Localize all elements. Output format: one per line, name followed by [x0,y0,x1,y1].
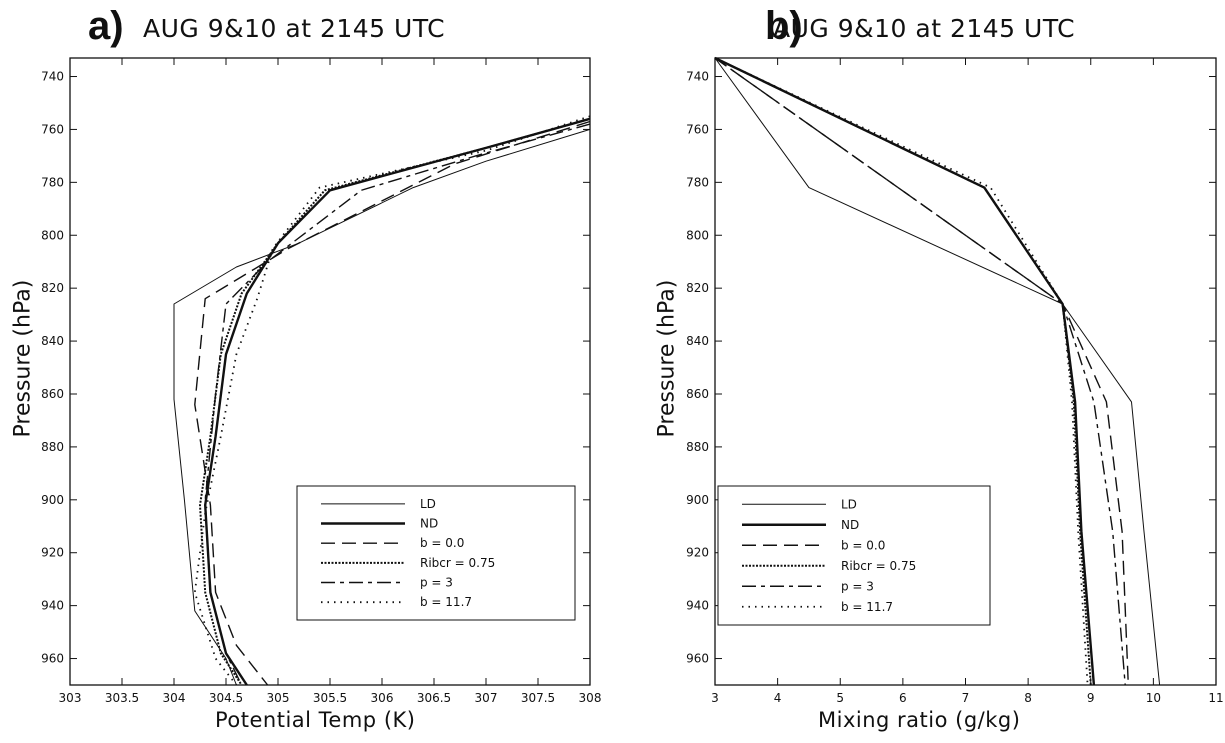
legend-label: b = 11.7 [420,595,472,609]
series-line-ld [714,57,1161,686]
x-tick-label: 7 [962,691,970,705]
series-line-b-11-7 [193,115,591,686]
y-tick-label: 940 [41,599,64,613]
x-tick-label: 303 [59,691,82,705]
x-tick-label: 4 [774,691,782,705]
y-tick-label: 960 [41,652,64,666]
y-tick-label: 780 [41,175,64,189]
y-tick-label: 740 [41,70,64,84]
legend: LD ND b = 0.0 Ribcr = 0.75 p = 3 b = 11.7 [717,485,991,626]
y-tick-label: 840 [686,334,709,348]
x-tick-label: 304 [163,691,186,705]
panel-b: b) AUG 9&10 at 2145 UTC Pressure (hPa) M… [613,0,1225,743]
legend-label: LD [841,497,857,511]
legend-box [296,485,576,621]
y-tick-label: 820 [686,281,709,295]
y-tick-label: 800 [41,228,64,242]
x-tick-label: 305.5 [313,691,347,705]
x-tick-label: 6 [899,691,907,705]
x-tick-label: 304.5 [209,691,243,705]
y-tick-label: 920 [686,546,709,560]
y-tick-label: 960 [686,652,709,666]
y-tick-label: 760 [41,122,64,136]
legend-label: b = 0.0 [420,536,464,550]
legend-label: ND [420,517,438,531]
y-tick-label: 760 [686,122,709,136]
series-line-ribcr-0-75 [199,117,591,686]
y-tick-label: 800 [686,228,709,242]
series-line-ld [173,128,591,686]
panel-a: a) AUG 9&10 at 2145 UTC Pressure (hPa) P… [0,0,612,743]
legend-label: LD [420,497,436,511]
x-tick-label: 307 [475,691,498,705]
y-tick-label: 820 [41,281,64,295]
chart-plot-area: 3 4 5 6 7 8 9 10 11 740 760 780 800 820 840 860 880 900 92… [686,56,1224,705]
x-tick-label: 9 [1087,691,1095,705]
y-tick-label: 780 [686,175,709,189]
y-tick-label: 920 [41,546,64,560]
y-tick-label: 840 [41,334,64,348]
y-tick-label: 740 [686,70,709,84]
legend-label: ND [841,518,859,532]
x-tick-label: 8 [1024,691,1032,705]
chart-title: AUG 9&10 at 2145 UTC [143,14,446,43]
legend: LD ND b = 0.0 Ribcr = 0.75 p = 3 b = 11.7 [296,485,576,621]
legend-label: p = 3 [420,576,453,590]
legend-label: p = 3 [841,579,874,593]
x-tick-label: 303.5 [105,691,139,705]
legend-label: Ribcr = 0.75 [420,556,495,570]
series-line-p-3 [204,123,591,686]
x-tick-label: 305 [267,691,290,705]
x-tick-label: 306.5 [417,691,451,705]
y-tick-label: 940 [686,599,709,613]
y-tick-label: 900 [41,493,64,507]
series-line-nd [203,117,591,686]
series-line-p-3 [714,57,1126,686]
legend-label: Ribcr = 0.75 [841,559,916,573]
x-tick-label: 306 [371,691,394,705]
y-tick-label: 880 [686,440,709,454]
chart-plot-area: 303 303.5 304 304.5 305 305.5 306 306.5 307 307.5… [41,57,602,705]
series-line-b-11-7 [714,57,1089,686]
series-line-ribcr-0-75 [714,57,1092,686]
x-tick-label: 308 [579,691,602,705]
chart-title: AUG 9&10 at 2145 UTC [773,14,1076,43]
legend-label: b = 11.7 [841,600,893,614]
x-tick-label: 307.5 [521,691,555,705]
y-tick-label: 880 [41,440,64,454]
legend-box [717,485,991,626]
y-tick-label: 860 [41,387,64,401]
legend-label: b = 0.0 [841,538,885,552]
y-tick-label: 900 [686,493,709,507]
panel-letter: b) [765,4,803,48]
x-axis-label: Potential Temp (K) [215,708,416,732]
x-tick-label: 5 [836,691,844,705]
panel-letter: a) [88,4,124,48]
y-tick-label: 860 [686,387,709,401]
x-tick-label: 11 [1208,691,1223,705]
x-tick-label: 10 [1146,691,1161,705]
x-axis-label: Mixing ratio (g/kg) [818,708,1021,732]
x-tick-label: 3 [711,691,719,705]
